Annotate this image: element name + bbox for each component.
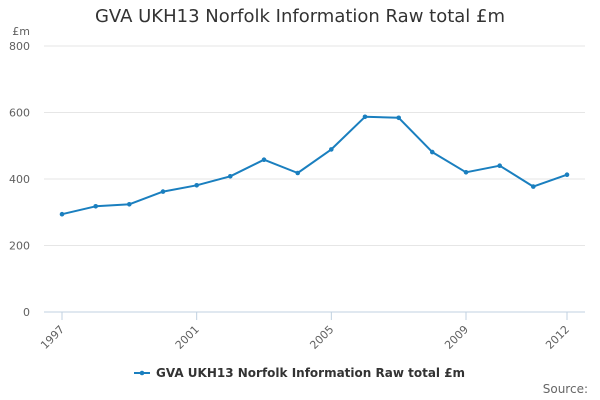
data-point-2001[interactable]: [194, 183, 199, 188]
y-axis-label: £m: [12, 25, 30, 38]
source-credit[interactable]: Source:: [542, 382, 588, 396]
data-point-2007[interactable]: [396, 115, 402, 121]
data-point-2000[interactable]: [160, 189, 166, 194]
legend-item-label[interactable]: GVA UKH13 Norfolk Information Raw total …: [156, 366, 465, 380]
data-point-2003[interactable]: [261, 157, 267, 162]
axis-layer: 0 200 400 600 800 £m 1997 2001 2005 2009 2012: [9, 25, 585, 352]
x-tick-label: 1997: [38, 323, 67, 352]
y-tick-label: 600: [9, 107, 30, 120]
series-layer: [59, 114, 570, 217]
data-point-2011[interactable]: [531, 184, 536, 189]
data-point-2005[interactable]: [329, 147, 334, 152]
data-point-2012[interactable]: [564, 172, 570, 177]
legend-marker-icon: [139, 370, 145, 376]
y-tick-label: 0: [23, 306, 30, 319]
x-tick-label: 2009: [442, 323, 471, 352]
data-point-1999[interactable]: [127, 202, 132, 207]
legend[interactable]: GVA UKH13 Norfolk Information Raw total …: [134, 366, 465, 380]
data-point-2010[interactable]: [497, 163, 503, 168]
data-point-2004[interactable]: [295, 170, 301, 176]
chart-title: GVA UKH13 Norfolk Information Raw total …: [94, 6, 506, 27]
x-tick-label: 2005: [307, 323, 336, 352]
x-tick-label: 2001: [173, 323, 202, 352]
data-point-2006[interactable]: [362, 114, 368, 120]
data-point-1998[interactable]: [93, 204, 98, 209]
data-point-2009[interactable]: [463, 170, 469, 175]
y-tick-label: 400: [9, 173, 30, 186]
y-tick-label: 800: [9, 40, 30, 53]
x-tick-label: 2012: [543, 323, 572, 352]
series-line: [61, 115, 568, 216]
grid-layer: [44, 45, 585, 246]
y-tick-label: 200: [9, 240, 30, 253]
data-point-2008[interactable]: [430, 149, 435, 155]
data-point-2002[interactable]: [228, 174, 233, 179]
data-point-1997[interactable]: [59, 211, 65, 217]
